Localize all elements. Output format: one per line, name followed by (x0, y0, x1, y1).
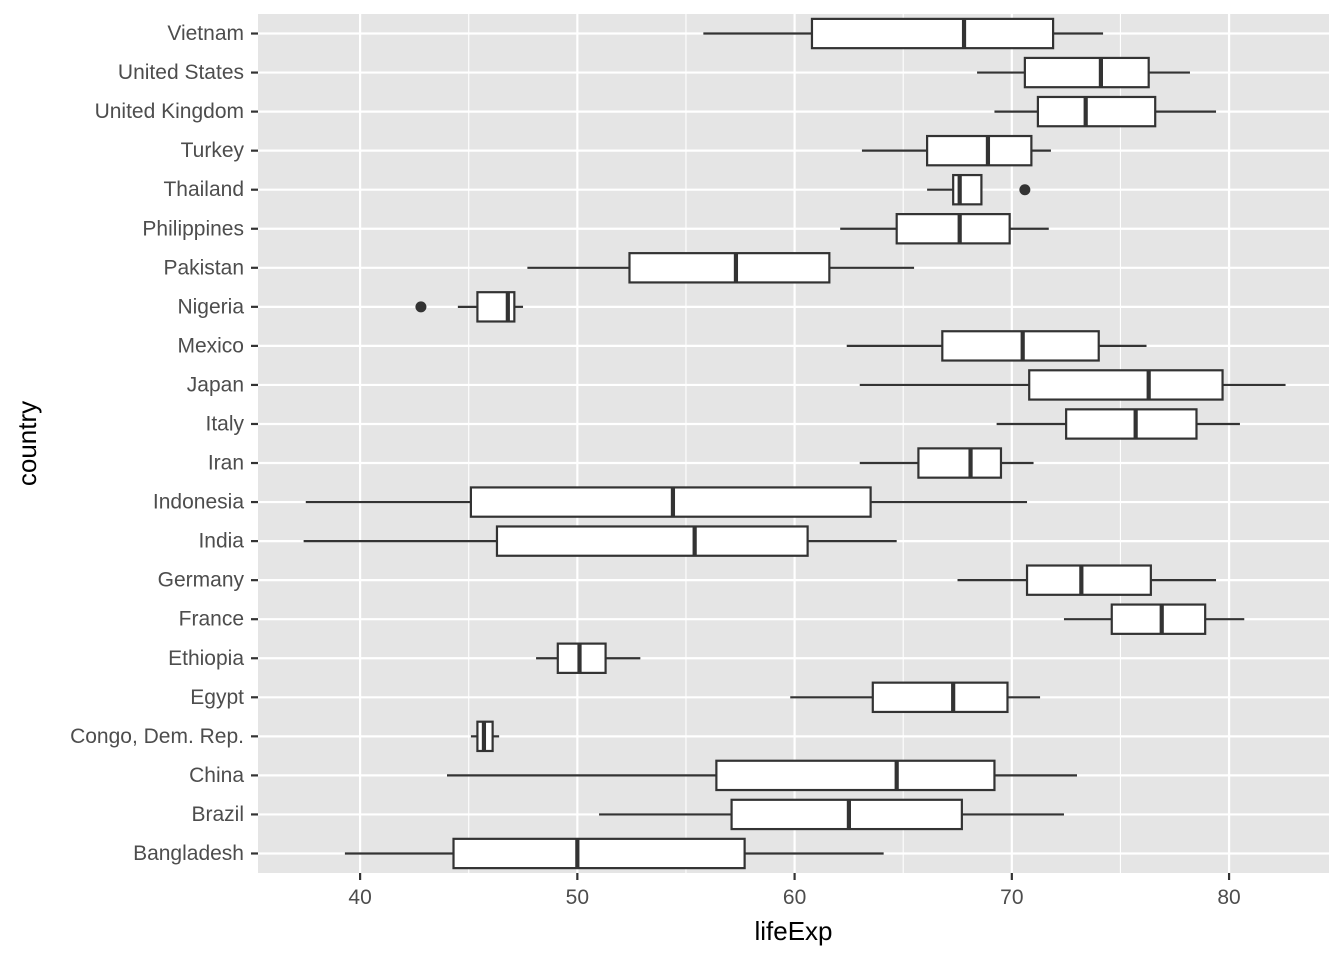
box-japan (859, 369, 1286, 401)
y-tick-label: Brazil (191, 803, 244, 826)
box-iqr (556, 642, 607, 674)
box-united-kingdom (994, 95, 1217, 128)
box-iqr (469, 486, 872, 518)
y-tick-label: Turkey (181, 139, 245, 162)
box-iqr (628, 252, 831, 284)
box-united-states (977, 56, 1190, 89)
box-mexico (846, 330, 1147, 362)
box-brazil (599, 798, 1064, 831)
box-iqr (917, 447, 1003, 479)
y-tick-label: Egypt (190, 686, 244, 709)
box-iqr (810, 17, 1055, 50)
x-tick-label: 50 (566, 886, 589, 909)
box-vietnam (703, 17, 1104, 50)
x-axis: 40 50 60 70 80 (348, 873, 1241, 909)
box-iqr (1023, 56, 1150, 89)
y-tick-label: United Kingdom (95, 100, 244, 123)
box-egypt (790, 681, 1041, 714)
box-iqr (715, 759, 996, 792)
box-india (303, 525, 897, 557)
box-indonesia (305, 486, 1028, 518)
box-iqr (1028, 369, 1224, 401)
box-iqr (730, 798, 963, 831)
y-tick-label: France (179, 608, 244, 631)
y-tick-label: Germany (158, 569, 245, 592)
y-axis: Bangladesh Brazil China Congo, Dem. Rep. Egy… (70, 22, 258, 865)
box-bangladesh (344, 837, 884, 870)
box-italy (996, 408, 1240, 440)
box-china (447, 759, 1077, 792)
box-iqr (495, 525, 809, 557)
box-iqr (1110, 603, 1207, 635)
box-france (1063, 603, 1245, 635)
box-iqr (1036, 95, 1157, 128)
y-tick-label: Indonesia (153, 491, 244, 514)
box-ethiopia (536, 642, 641, 674)
y-tick-label: Mexico (177, 334, 244, 357)
box-iqr (1025, 564, 1152, 596)
box-iqr (452, 837, 746, 870)
y-tick-label: Philippines (142, 217, 244, 240)
x-tick-label: 70 (1000, 886, 1023, 909)
box-iqr (895, 213, 1011, 245)
box-turkey (861, 134, 1051, 167)
y-tick-label: Iran (208, 452, 244, 475)
x-tick-label: 80 (1217, 886, 1240, 909)
y-tick-label: United States (118, 61, 244, 84)
x-axis-title: lifeExp (754, 916, 832, 946)
box-pakistan (527, 252, 915, 284)
x-tick-label: 60 (783, 886, 806, 909)
y-tick-label: Thailand (163, 178, 244, 201)
y-tick-label: Ethiopia (168, 647, 244, 670)
outlier-point (1019, 184, 1031, 196)
box-iqr (941, 330, 1100, 362)
y-tick-label: India (198, 530, 244, 553)
y-tick-label: Congo, Dem. Rep. (70, 725, 244, 748)
box-nigeria (415, 291, 524, 323)
y-tick-label: Japan (187, 373, 244, 396)
box-philippines (840, 213, 1049, 245)
y-axis-title: country (12, 401, 42, 486)
y-tick-label: China (189, 764, 244, 787)
box-thailand (927, 173, 1031, 206)
box-congo-dem-rep (470, 720, 500, 753)
y-tick-label: Italy (205, 412, 244, 435)
box-iqr (871, 681, 1009, 714)
y-tick-label: Bangladesh (133, 842, 244, 865)
outlier-point (415, 301, 427, 313)
x-tick-label: 40 (348, 886, 371, 909)
box-iran (859, 447, 1034, 479)
y-tick-label: Pakistan (163, 256, 244, 279)
y-tick-label: Nigeria (177, 295, 244, 318)
box-germany (957, 564, 1217, 596)
y-tick-label: Vietnam (167, 22, 244, 45)
boxes (303, 17, 1286, 870)
box-iqr (1065, 408, 1198, 440)
box-iqr (952, 173, 983, 206)
box-iqr (926, 134, 1033, 167)
